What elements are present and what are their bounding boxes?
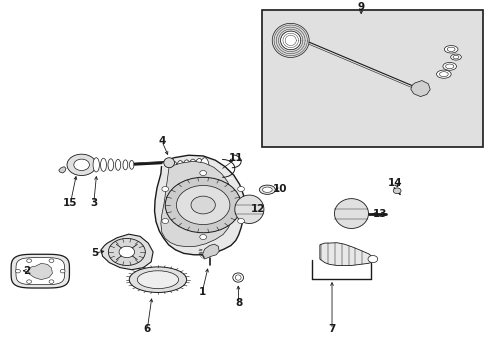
Circle shape	[119, 246, 134, 258]
Ellipse shape	[129, 267, 186, 292]
Ellipse shape	[259, 185, 275, 194]
Bar	[261, 10, 482, 147]
Circle shape	[60, 269, 65, 273]
Ellipse shape	[188, 159, 197, 177]
Ellipse shape	[445, 64, 453, 69]
Circle shape	[191, 196, 215, 214]
Polygon shape	[234, 195, 264, 224]
Text: 4: 4	[158, 136, 165, 146]
Circle shape	[200, 234, 206, 239]
Polygon shape	[28, 263, 52, 280]
Ellipse shape	[200, 158, 209, 178]
Ellipse shape	[439, 72, 447, 77]
Text: 13: 13	[372, 209, 386, 219]
Ellipse shape	[101, 158, 106, 171]
Ellipse shape	[129, 161, 134, 169]
Circle shape	[237, 219, 244, 224]
Ellipse shape	[436, 70, 450, 78]
Polygon shape	[96, 160, 131, 172]
Polygon shape	[59, 167, 66, 173]
Ellipse shape	[442, 62, 456, 70]
Ellipse shape	[115, 159, 121, 170]
Text: 3: 3	[90, 198, 97, 208]
Polygon shape	[11, 254, 69, 288]
Ellipse shape	[183, 160, 190, 176]
Text: 8: 8	[235, 298, 242, 308]
Text: 5: 5	[91, 248, 99, 258]
Text: 11: 11	[228, 153, 243, 163]
Ellipse shape	[123, 160, 127, 170]
Polygon shape	[410, 81, 429, 96]
Circle shape	[49, 259, 54, 262]
Circle shape	[162, 186, 168, 192]
Circle shape	[392, 188, 400, 194]
Text: 15: 15	[63, 198, 78, 208]
Circle shape	[74, 159, 89, 171]
Text: 7: 7	[327, 324, 335, 334]
Text: 12: 12	[250, 203, 265, 213]
Text: 1: 1	[198, 287, 205, 297]
Polygon shape	[202, 244, 219, 259]
Text: 2: 2	[23, 266, 31, 276]
Ellipse shape	[447, 47, 454, 51]
Circle shape	[49, 280, 54, 283]
Ellipse shape	[170, 161, 177, 175]
Polygon shape	[334, 199, 367, 229]
Ellipse shape	[108, 159, 113, 171]
Circle shape	[237, 186, 244, 192]
Circle shape	[67, 154, 96, 176]
Circle shape	[16, 269, 20, 273]
Ellipse shape	[262, 187, 272, 192]
Ellipse shape	[163, 158, 174, 168]
Circle shape	[200, 171, 206, 176]
Text: 6: 6	[143, 324, 151, 334]
Ellipse shape	[450, 54, 460, 60]
Polygon shape	[272, 23, 308, 58]
Circle shape	[27, 259, 31, 262]
Circle shape	[165, 177, 241, 233]
Ellipse shape	[93, 158, 99, 172]
Ellipse shape	[444, 46, 457, 53]
Ellipse shape	[232, 273, 243, 282]
Polygon shape	[154, 155, 244, 255]
Text: 14: 14	[387, 178, 402, 188]
Polygon shape	[161, 161, 233, 247]
Circle shape	[162, 219, 168, 224]
Ellipse shape	[235, 275, 241, 280]
Polygon shape	[16, 258, 64, 285]
Text: 9: 9	[357, 2, 364, 12]
Circle shape	[108, 238, 145, 265]
Circle shape	[176, 185, 229, 225]
Ellipse shape	[195, 158, 203, 177]
Polygon shape	[101, 234, 153, 270]
Ellipse shape	[176, 161, 183, 176]
Text: 10: 10	[272, 184, 286, 194]
Ellipse shape	[452, 55, 458, 59]
Polygon shape	[319, 243, 370, 265]
Ellipse shape	[137, 271, 178, 289]
Polygon shape	[280, 31, 300, 50]
Circle shape	[27, 280, 31, 283]
Circle shape	[367, 256, 377, 262]
